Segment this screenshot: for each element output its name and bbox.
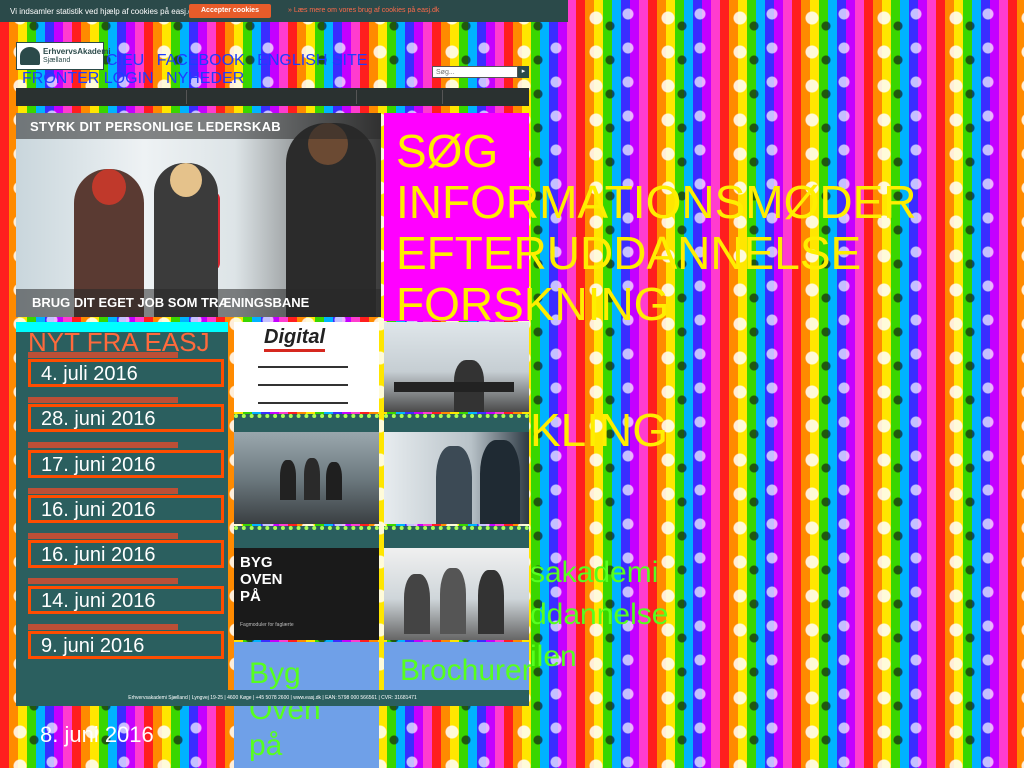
photo-figure [436, 446, 472, 524]
logo-line-1: ErhvervsAkademi [43, 47, 111, 56]
news-headline-line[interactable] [28, 352, 178, 358]
photo-figure [478, 570, 504, 634]
photo-desk [394, 382, 514, 392]
news-headline-line[interactable] [28, 578, 178, 584]
navbar-divider [442, 90, 443, 104]
news-item[interactable]: 9. juni 2016 [28, 631, 224, 659]
cookie-bar: Vi indsamler statistik ved hjælp af cook… [0, 0, 568, 22]
link-cieu[interactable]: CIEU [106, 52, 145, 69]
site-footer: Erhvervsakademi Sjælland | Lyngvej 19-25… [16, 690, 529, 706]
news-item[interactable]: 28. juni 2016 [28, 404, 224, 432]
hero-caption-bottom: BRUG DIT EGET JOB SOM TRÆNINGSBANE [16, 289, 381, 317]
tile-office-photo[interactable] [384, 322, 529, 412]
news-item[interactable]: 16. juni 2016 [28, 540, 224, 568]
news-date: 16. juni 2016 [41, 499, 156, 521]
tile-strip [234, 414, 379, 436]
big-nav: SØG INFORMATIONSMØDER EFTERUDDANNELSE FO… [396, 126, 916, 330]
news-date: 14. juni 2016 [41, 590, 156, 612]
photo-figure [280, 460, 296, 500]
logo-line-2: Sjælland [43, 57, 71, 64]
news-headline-line[interactable] [28, 488, 178, 494]
news-date: 4. juli 2016 [41, 363, 138, 385]
news-headline-line[interactable] [28, 533, 178, 539]
tile-laptop-photo[interactable] [384, 432, 529, 524]
big-nav-panel [384, 113, 529, 321]
photo-figure [326, 462, 342, 500]
navbar-divider [356, 90, 357, 104]
news-date: 28. juni 2016 [41, 408, 156, 430]
link-nyheder[interactable]: NYHEDER [166, 70, 245, 87]
link-english-site[interactable]: ENGLISH SITE [257, 52, 368, 69]
tile-strip [384, 526, 529, 548]
tile-digital[interactable]: Digital [234, 322, 379, 412]
tile-strip [384, 414, 529, 436]
news-item[interactable]: 4. juli 2016 [28, 359, 224, 387]
news-header-bar [16, 322, 228, 332]
news-item[interactable]: 17. juni 2016 [28, 450, 224, 478]
news-item[interactable]: 14. juni 2016 [28, 586, 224, 614]
link-fronter-login[interactable]: FRONTER LOGIN [22, 70, 154, 87]
accept-cookies-button[interactable]: Accepter cookies [189, 4, 271, 18]
navbar-divider [186, 90, 187, 104]
hero-person [286, 123, 376, 317]
photo-figure [404, 574, 430, 634]
news-date: 17. juni 2016 [41, 454, 156, 476]
logo-mark-icon [20, 47, 40, 65]
tile-students-photo[interactable] [384, 548, 529, 640]
link-facebook[interactable]: FACEBOOK [156, 52, 245, 69]
checklist-graphic [258, 354, 348, 408]
tile-digital-title: Digital [264, 326, 326, 352]
big-nav-item-forskning[interactable]: FORSKNING [396, 278, 670, 330]
news-headline-line[interactable] [28, 442, 178, 448]
green-link-item[interactable]: ddannelse [530, 598, 669, 631]
search-button[interactable]: ▸ [518, 66, 529, 78]
photo-figure [304, 458, 320, 500]
green-link-list: sakademi ddannelse ilen [530, 552, 668, 678]
green-link-item[interactable]: sakademi [530, 556, 659, 589]
tile-blue-panel [384, 642, 529, 692]
photo-figure [480, 440, 520, 524]
main-navbar [16, 88, 529, 106]
link-brochurer[interactable]: Brochurer [400, 654, 532, 687]
link-byg-oven-pa[interactable]: Byg Oven på [249, 657, 321, 762]
news-item[interactable]: 16. juni 2016 [28, 495, 224, 523]
green-link-item[interactable]: ilen [530, 640, 577, 673]
news-date: 16. juni 2016 [41, 544, 156, 566]
big-nav-item-efteruddannelse[interactable]: EFTERUDDANNELSE [396, 227, 862, 279]
hero-person-head [170, 163, 202, 197]
hero-banner[interactable]: STYRK DIT PERSONLIGE LEDERSKAB BRUG DIT … [16, 113, 381, 317]
news-date: 9. juni 2016 [41, 635, 145, 657]
top-links-row-2: FRONTER LOGIN NYHEDER [22, 70, 252, 88]
hero-person-head [92, 169, 126, 205]
hero-caption-top: STYRK DIT PERSONLIGE LEDERSKAB [16, 113, 381, 139]
cookie-text: Vi indsamler statistik ved hjælp af cook… [10, 7, 197, 16]
tile-byg-title: BYG OVEN PÅ [240, 554, 283, 605]
tile-byg-subtitle: Fagmoduler for faglærte [240, 622, 294, 628]
big-nav-item-informationsmoder[interactable]: INFORMATIONSMØDER [396, 176, 917, 228]
news-headline-line[interactable] [28, 624, 178, 630]
photo-figure [440, 568, 466, 634]
top-links-row-1: CIEU FACEBOOK ENGLISH SITE [106, 52, 375, 70]
tile-meeting-photo[interactable] [234, 432, 379, 524]
search-input[interactable] [432, 66, 518, 78]
site-logo[interactable]: ErhvervsAkademi Sjælland [16, 42, 111, 70]
tile-strip [234, 526, 379, 548]
big-nav-item-kling[interactable]: KLING [530, 404, 669, 456]
big-nav-item-sog[interactable]: SØG [396, 125, 499, 177]
cookie-read-more-link[interactable]: » Læs mere om vores brug af cookies på e… [288, 7, 440, 14]
news-headline-line[interactable] [28, 397, 178, 403]
news-date-last[interactable]: 8. juni 2016 [40, 722, 154, 747]
tile-byg-oven-pa[interactable]: BYG OVEN PÅ Fagmoduler for faglærte [234, 548, 379, 640]
